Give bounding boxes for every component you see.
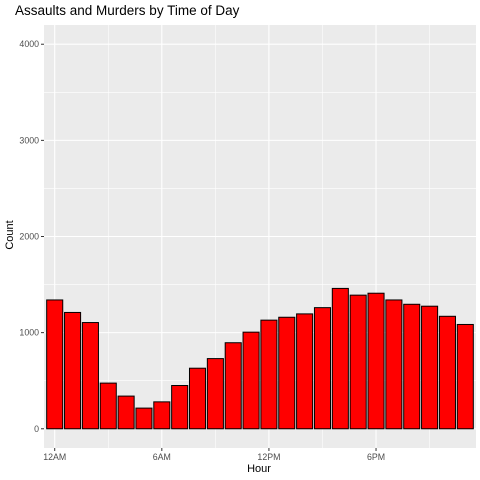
bar xyxy=(188,367,207,430)
bar xyxy=(313,307,332,430)
bar xyxy=(99,382,117,430)
bar xyxy=(260,319,278,430)
y-tick-label: 3000 xyxy=(19,135,39,145)
y-tick-label: 1000 xyxy=(19,328,39,338)
bar xyxy=(403,303,421,430)
bar xyxy=(421,305,439,430)
bar xyxy=(64,311,82,430)
bar xyxy=(367,292,385,430)
bar xyxy=(135,407,153,430)
bar xyxy=(438,315,456,430)
bar xyxy=(385,299,403,430)
bar xyxy=(278,316,296,430)
bar xyxy=(81,322,99,430)
y-axis: 0 1000 2000 3000 4000 xyxy=(19,39,44,434)
bar xyxy=(456,323,474,430)
y-tick-label: 4000 xyxy=(19,39,39,49)
bar xyxy=(331,287,349,430)
bars xyxy=(46,287,474,430)
x-tick-label: 12AM xyxy=(43,452,66,462)
y-axis-title: Count xyxy=(4,220,16,249)
x-tick-label: 6AM xyxy=(153,452,171,462)
bar xyxy=(153,401,171,430)
bar xyxy=(117,395,135,430)
x-tick-label: 12PM xyxy=(257,452,280,462)
bar xyxy=(296,313,314,430)
bar xyxy=(224,342,242,430)
x-axis: 12AM 6AM 12PM 6PM xyxy=(43,448,385,462)
bar xyxy=(46,299,64,430)
bar xyxy=(171,385,189,430)
bar xyxy=(242,331,260,430)
bar xyxy=(349,294,367,430)
y-tick-label: 2000 xyxy=(19,232,39,242)
x-axis-title: Hour xyxy=(247,463,271,475)
y-tick-label: 0 xyxy=(34,424,39,434)
x-tick-label: 6PM xyxy=(367,452,385,462)
bar xyxy=(206,358,224,430)
chart-title: Assaults and Murders by Time of Day xyxy=(15,3,240,18)
